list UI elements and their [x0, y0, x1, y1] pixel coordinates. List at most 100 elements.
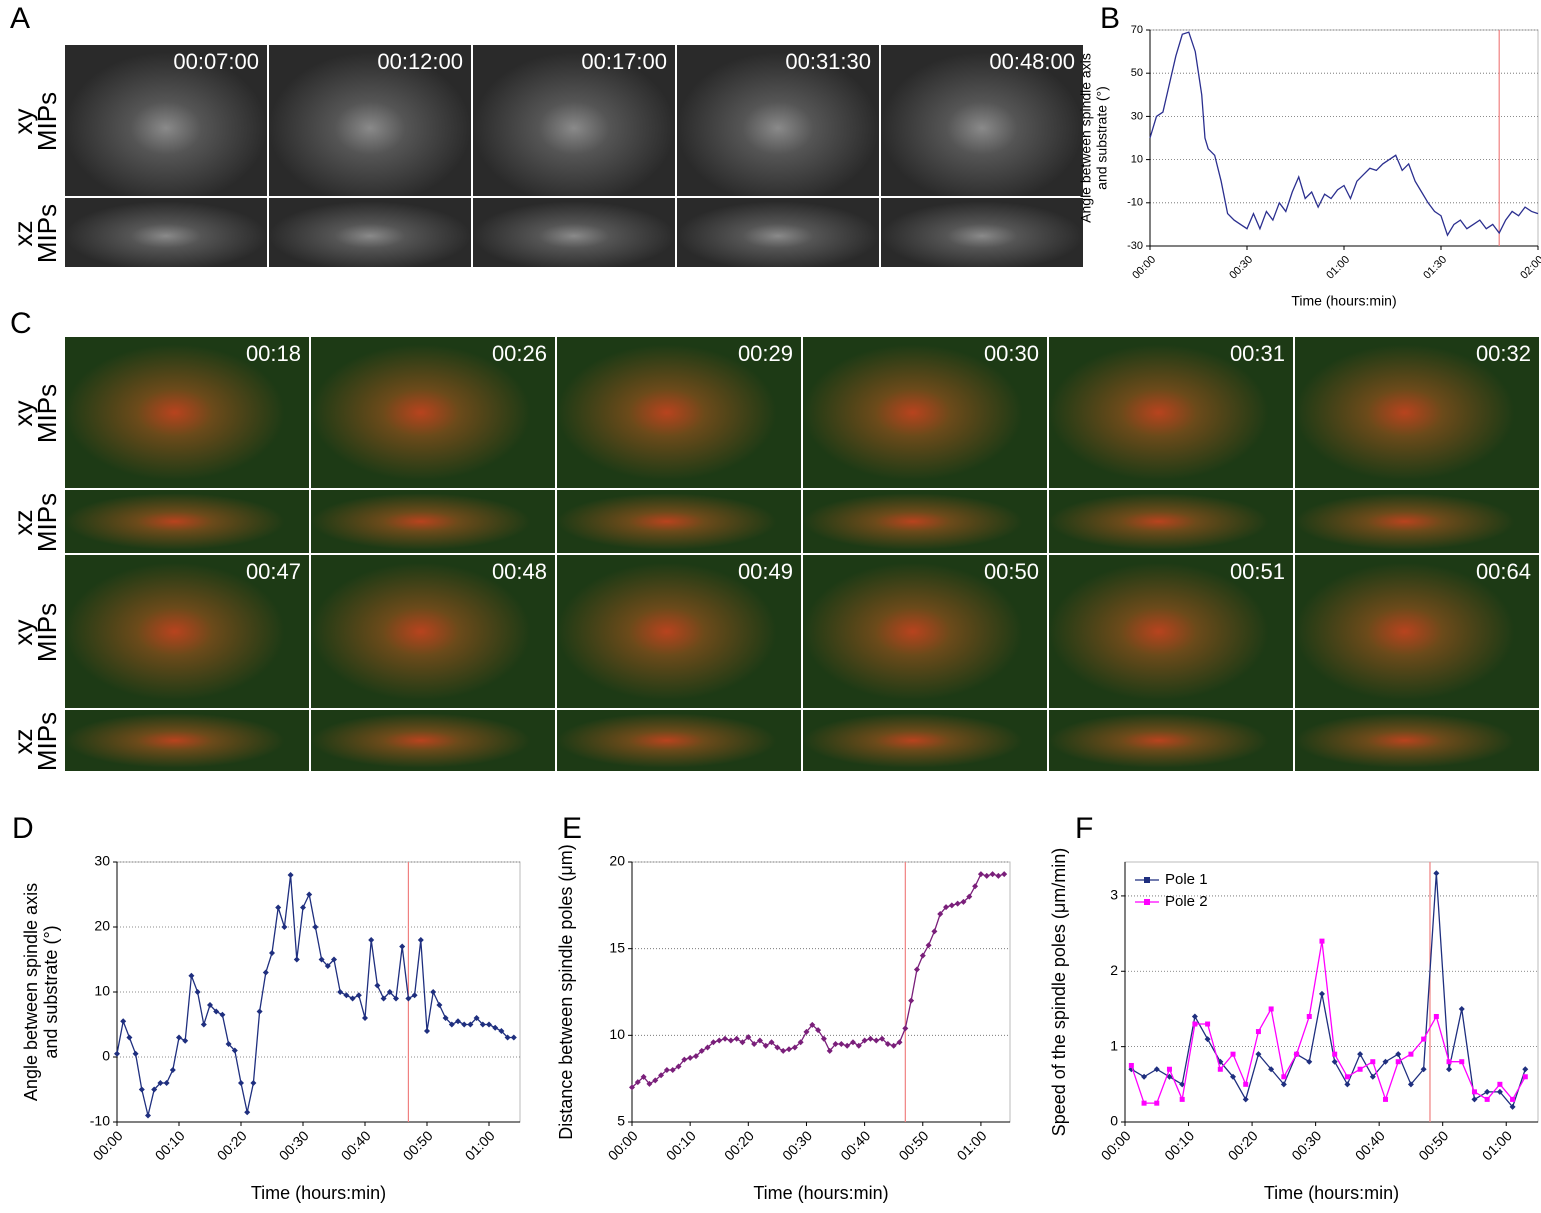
- micrograph: [269, 45, 471, 196]
- data-point: [855, 1042, 862, 1049]
- timestamp: 00:29: [738, 341, 793, 366]
- data-point: [820, 1035, 827, 1042]
- y-axis-label: and substrate (°): [41, 925, 61, 1058]
- micrograph: [65, 45, 267, 196]
- data-point: [374, 982, 381, 989]
- x-tick-label: 00:20: [214, 1127, 250, 1163]
- micrograph: [803, 710, 1047, 771]
- data-point: [1357, 1066, 1363, 1072]
- data-line: [1149, 31, 1539, 237]
- data-point: [791, 1044, 798, 1051]
- timestamp: 00:07:00: [173, 49, 259, 74]
- data-point: [504, 1034, 511, 1041]
- data-point: [1242, 1096, 1249, 1103]
- data-point: [1383, 1096, 1389, 1102]
- data-point: [120, 1018, 127, 1025]
- data-point: [629, 1084, 635, 1091]
- data-point: [756, 1037, 763, 1044]
- data-point: [780, 1047, 787, 1054]
- micrograph: [65, 710, 309, 771]
- data-point: [1153, 1066, 1160, 1073]
- data-point: [797, 1039, 804, 1046]
- data-point: [430, 989, 437, 995]
- y-tick-label: -10: [1127, 197, 1143, 209]
- data-line: [1131, 873, 1526, 1109]
- data-point: [1141, 1073, 1148, 1080]
- timestamp: 00:50: [984, 559, 1039, 584]
- timestamp: 00:12:00: [377, 49, 463, 74]
- y-tick-label: 0: [102, 1048, 110, 1064]
- data-point: [424, 1028, 430, 1034]
- data-point: [287, 872, 294, 878]
- y-axis-label: Angle between spindle axis: [1078, 53, 1094, 223]
- data-point: [768, 1039, 775, 1046]
- data-point: [318, 956, 325, 963]
- data-point: [663, 1067, 670, 1073]
- data-point: [989, 871, 996, 878]
- y-tick-label: 70: [1131, 24, 1143, 36]
- data-point: [1332, 1051, 1338, 1057]
- y-tick-label: 5: [617, 1113, 625, 1129]
- data-point: [1318, 990, 1325, 997]
- timestamp: 00:49: [738, 559, 793, 584]
- data-point: [849, 1039, 856, 1046]
- x-tick-label: 00:00: [605, 1127, 641, 1163]
- data-point: [467, 1021, 474, 1028]
- data-point: [867, 1035, 874, 1042]
- data-line: [631, 873, 1005, 1088]
- data-point: [145, 1112, 151, 1119]
- data-point: [884, 1041, 891, 1047]
- data-point: [324, 963, 331, 969]
- data-point: [745, 1034, 752, 1041]
- data-point: [960, 898, 967, 905]
- data-point: [1319, 938, 1325, 944]
- row-label: xy: [8, 109, 38, 135]
- data-point: [1446, 1066, 1453, 1073]
- micrograph: [1049, 555, 1293, 708]
- micrograph: [473, 198, 675, 267]
- data-point: [256, 1008, 263, 1015]
- data-point: [937, 911, 944, 917]
- data-point: [1281, 1074, 1287, 1080]
- micrograph: [311, 490, 555, 553]
- data-point: [1458, 1005, 1465, 1012]
- data-point: [1217, 1066, 1223, 1072]
- data-point: [349, 995, 356, 1002]
- y-axis-label: Distance between spindle poles (μm): [556, 844, 576, 1140]
- data-point: [727, 1037, 734, 1044]
- data-point: [417, 937, 424, 943]
- micrograph: [803, 555, 1047, 708]
- y-tick-label: -30: [1127, 240, 1143, 252]
- data-point: [188, 972, 195, 979]
- y-tick-label: 2: [1110, 962, 1118, 978]
- data-point: [157, 1080, 164, 1086]
- data-point: [1433, 870, 1440, 877]
- data-point: [1243, 1081, 1249, 1087]
- legend-swatch: [1144, 899, 1150, 905]
- data-point: [658, 1072, 665, 1079]
- data-point: [902, 1025, 909, 1032]
- data-point: [832, 1041, 839, 1047]
- data-point: [312, 924, 319, 930]
- data-point: [455, 1018, 461, 1025]
- data-point: [207, 1002, 213, 1008]
- data-point: [244, 1109, 251, 1116]
- micrograph: [473, 45, 675, 196]
- x-tick-label: 00:10: [152, 1127, 188, 1163]
- data-point: [368, 937, 375, 943]
- timestamp: 00:48: [492, 559, 547, 584]
- micrograph: [65, 490, 309, 553]
- timestamp: 00:32: [1476, 341, 1531, 366]
- y-tick-label: 30: [1131, 110, 1143, 122]
- data-point: [919, 952, 926, 959]
- data-line: [116, 874, 514, 1116]
- timestamp: 00:26: [492, 341, 547, 366]
- x-tick-label: 00:30: [1288, 1127, 1324, 1163]
- x-tick-label: 00:20: [1225, 1127, 1261, 1163]
- data-point: [1510, 1096, 1516, 1102]
- x-tick-label: 00:50: [1415, 1127, 1451, 1163]
- y-tick-label: 10: [609, 1026, 625, 1042]
- row-label: xy: [8, 620, 38, 646]
- data-point: [182, 1037, 189, 1044]
